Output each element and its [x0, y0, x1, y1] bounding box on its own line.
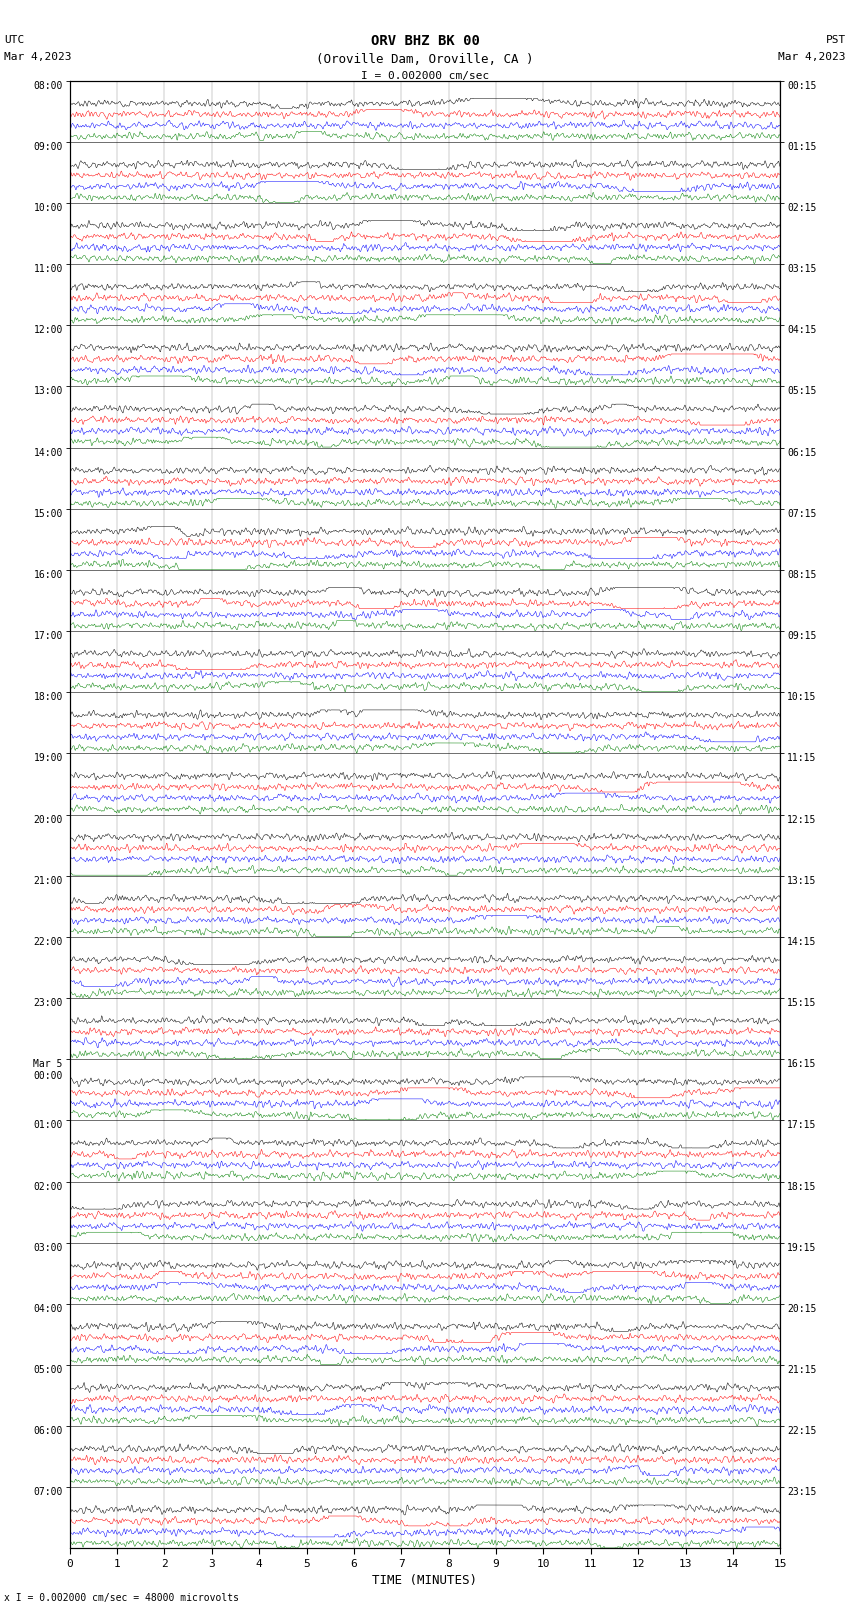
Text: ORV BHZ BK 00: ORV BHZ BK 00 [371, 34, 479, 48]
Text: UTC: UTC [4, 35, 25, 45]
Text: Mar 4,2023: Mar 4,2023 [779, 52, 846, 61]
Text: PST: PST [825, 35, 846, 45]
Text: (Oroville Dam, Oroville, CA ): (Oroville Dam, Oroville, CA ) [316, 53, 534, 66]
Text: x I = 0.002000 cm/sec = 48000 microvolts: x I = 0.002000 cm/sec = 48000 microvolts [4, 1594, 239, 1603]
X-axis label: TIME (MINUTES): TIME (MINUTES) [372, 1574, 478, 1587]
Text: Mar 4,2023: Mar 4,2023 [4, 52, 71, 61]
Text: I = 0.002000 cm/sec: I = 0.002000 cm/sec [361, 71, 489, 81]
